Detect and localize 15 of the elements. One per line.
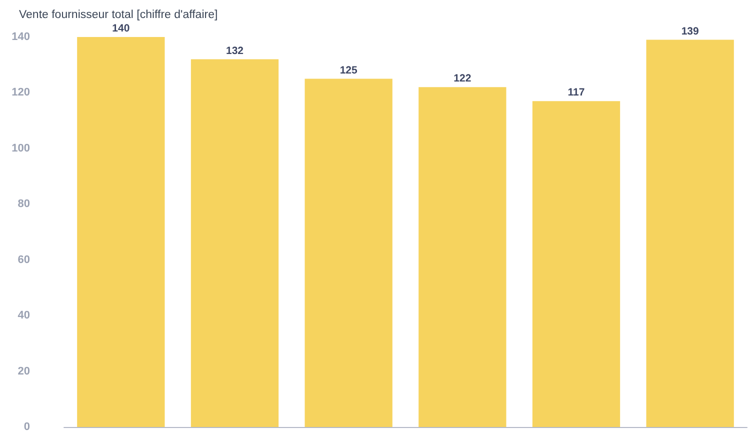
data-label: 140 [112, 22, 130, 34]
y-tick-label: 40 [18, 310, 30, 322]
y-tick-label: 20 [18, 365, 30, 378]
data-label: 125 [340, 64, 358, 76]
y-tick-label: 120 [12, 86, 30, 99]
y-tick-label: 100 [12, 142, 30, 154]
data-label: 122 [454, 72, 472, 85]
data-label: 132 [226, 44, 244, 57]
chart-title: Vente fournisseur total [chiffre d'affaire] [19, 9, 218, 21]
data-label: 139 [681, 25, 699, 38]
y-tick-label: 80 [18, 198, 30, 210]
y-tick-label: 0 [24, 421, 30, 433]
data-label: 117 [568, 86, 585, 99]
y-tick-label: 140 [12, 31, 30, 43]
y-tick-label: 60 [18, 254, 30, 266]
